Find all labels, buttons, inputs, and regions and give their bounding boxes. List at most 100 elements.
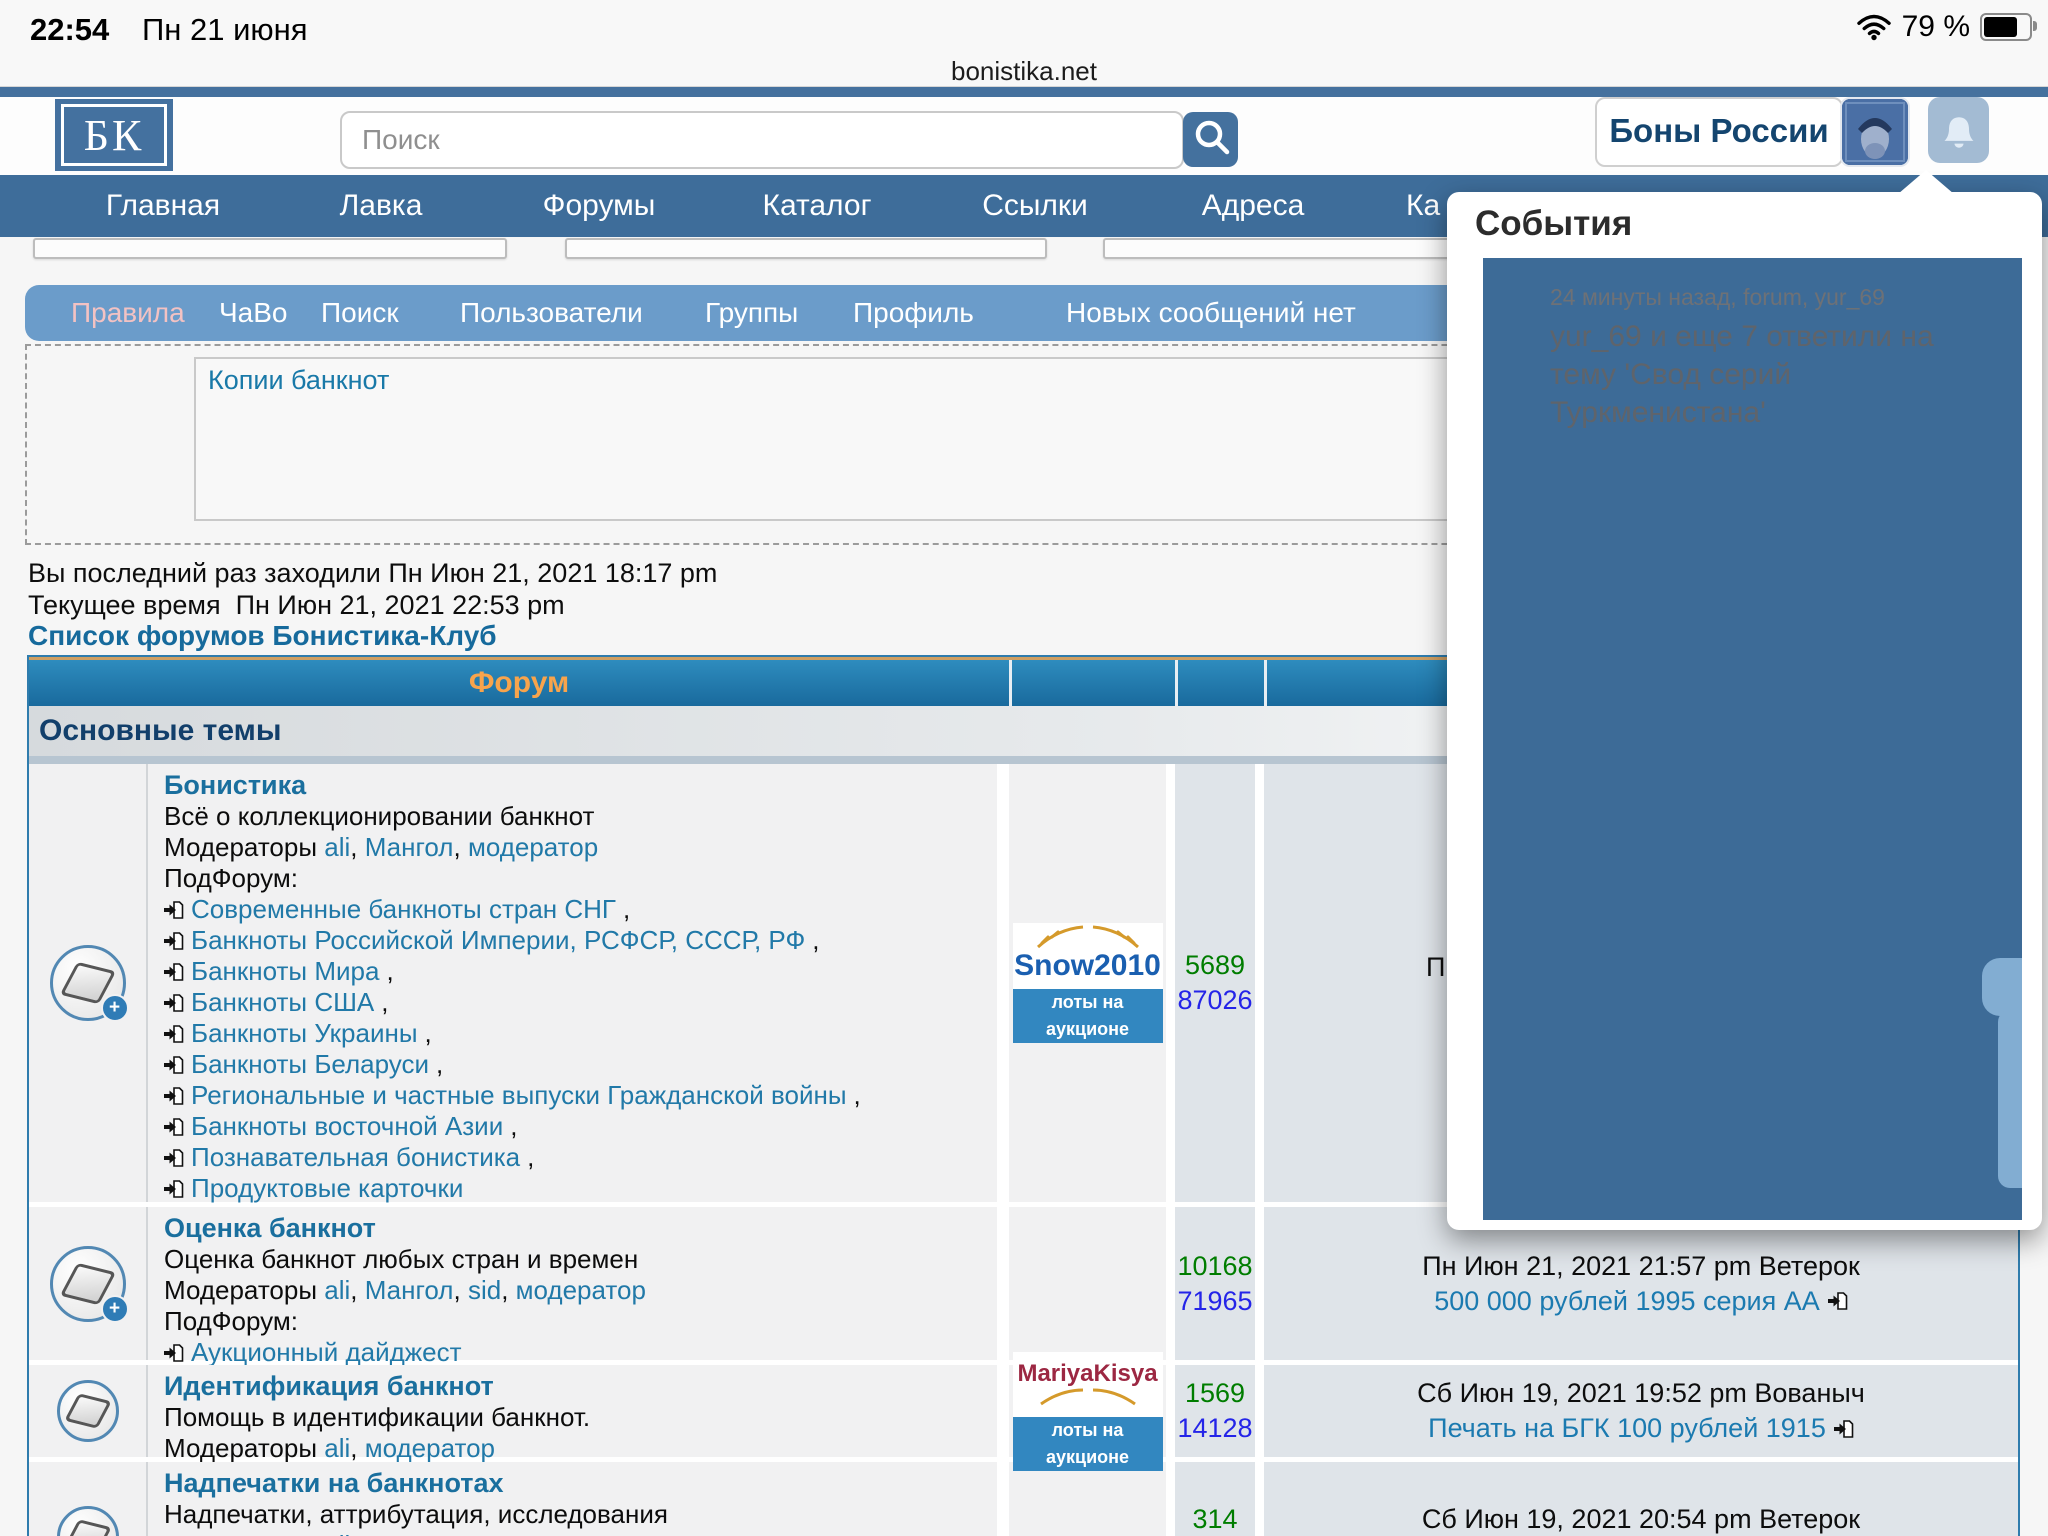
moderator-segment: Модераторы (164, 1275, 325, 1305)
ios-status-bar: 22:54 Пн 21 июня 79 % (0, 0, 2048, 56)
event-notification[interactable]: yur_69 и еще 7 ответили на тему 'Свод се… (1550, 320, 1934, 429)
forum-icon-column (29, 1365, 148, 1457)
forum-description: Всё о коллекционировании банкнот (164, 801, 595, 831)
forum-list-link[interactable]: Список форумов Бонистика-Клуб (28, 620, 497, 651)
subforum-list: Аукционный дайджест (164, 1337, 646, 1368)
last-post-cell: Пн Июн 21, 2021 21:57 pm Ветерок 500 000… (1264, 1207, 2018, 1360)
subforum-link[interactable]: Современные банкноты стран СНГ (191, 894, 616, 924)
subforum-link[interactable]: Банкноты США (191, 987, 375, 1017)
jump-to-page-icon (164, 962, 184, 981)
search-button[interactable] (1183, 112, 1238, 167)
subforum-link[interactable]: Банкноты Российской Империи, РСФСР, СССР… (191, 925, 806, 955)
subforum-item: Аукционный дайджест (164, 1337, 646, 1368)
nav-item[interactable]: Ссылки (982, 189, 1088, 222)
subnav-item-faq[interactable]: ЧаВо (219, 297, 288, 328)
subforum-separator: , (386, 956, 394, 986)
moderator-segment[interactable]: модератор (468, 1530, 598, 1536)
subforum-item: Банкноты Украины, (164, 1018, 861, 1049)
moderator-segment[interactable]: sid (467, 1275, 502, 1305)
moderator-segment: , (453, 1530, 467, 1536)
subforum-link[interactable]: Аукционный дайджест (191, 1337, 462, 1367)
popup-arrow (1898, 170, 1954, 194)
subforum-item: Познавательная бонистика, (164, 1142, 861, 1173)
announcement-link[interactable]: Копии банкнот (208, 365, 390, 395)
last-post-link[interactable]: 500 000 рублей 1995 серия АА (1434, 1284, 1848, 1319)
events-popup-title: События (1475, 204, 1633, 243)
section-strip (29, 756, 2018, 764)
moderator-segment[interactable]: Мангол (364, 1275, 454, 1305)
notifications-bell-button[interactable] (1928, 97, 1989, 163)
forum-title-link[interactable]: Оценка банкнот (164, 1213, 376, 1243)
moderator-segment: , (453, 1275, 468, 1305)
nav-item[interactable]: Лавка (339, 189, 423, 222)
subforum-separator: , (812, 925, 820, 955)
mariyakisya-ad-banner[interactable]: MariyaKisya лоты на аукционе (1012, 1351, 1163, 1471)
subnav-item-no-new-messages[interactable]: Новых сообщений нет (1066, 297, 1356, 328)
ad-title: MariyaKisya (1017, 1359, 1158, 1387)
nav-item[interactable]: Форумы (542, 189, 656, 222)
nav-item[interactable]: Каталог (762, 189, 872, 222)
subforum-item: Банкноты Мира, (164, 956, 861, 987)
subforum-link[interactable]: Банкноты Мира (191, 956, 380, 986)
subforum-link[interactable]: Познавательная бонистика (191, 1142, 521, 1172)
nav-item[interactable]: Главная (105, 189, 221, 222)
ad-caption: лоты на аукционе (1012, 989, 1163, 1043)
subforum-item: Продуктовые карточки (164, 1173, 861, 1204)
url-text[interactable]: bonistika.net (951, 56, 1097, 86)
forum-title-link[interactable]: Бонистика (164, 770, 307, 800)
nav-item[interactable]: Адреса (1201, 189, 1305, 222)
jump-to-page-icon (164, 1148, 184, 1167)
moderator-segment[interactable]: ali (324, 1275, 351, 1305)
forum-icon (56, 1380, 119, 1442)
subforum-item: Современные банкноты стран СНГ, (164, 894, 861, 925)
ad-title: Snow2010 (1014, 949, 1161, 982)
address-bar[interactable]: bonistika.net (0, 56, 2048, 87)
events-popup: События 24 минуты назад, forum, yur_69 y… (1447, 192, 2042, 1230)
subforum-item: Банкноты Российской Империи, РСФСР, СССР… (164, 925, 861, 956)
moderator-segment: , (350, 832, 365, 862)
banknote-thumbnail[interactable] (1840, 97, 1910, 167)
moderator-segment[interactable]: ali (324, 1433, 351, 1463)
scrollbar-thumb[interactable] (1998, 1010, 2022, 1188)
subnav-item-rules[interactable]: Правила (71, 297, 185, 328)
subforum-link[interactable]: Банкноты Беларуси (191, 1049, 430, 1079)
subforum-separator: , (436, 1049, 444, 1079)
battery-percent: 79 % (1901, 10, 1970, 43)
site-logo[interactable]: БК (55, 99, 173, 171)
bell-icon (1943, 117, 1974, 148)
subnav-item-groups[interactable]: Группы (705, 297, 799, 328)
last-post-meta: Пн Июн 21, 2021 21:57 pm Ветерок (1422, 1250, 1860, 1281)
subforum-link[interactable]: Банкноты восточной Азии (191, 1111, 504, 1141)
moderator-segment[interactable]: модератор (364, 1433, 496, 1463)
subforum-link[interactable]: Банкноты Украины (191, 1018, 418, 1048)
snow2010-ad-banner[interactable]: Snow2010 лоты на аукционе (1012, 923, 1163, 1043)
subnav-item-search[interactable]: Поиск (321, 297, 399, 328)
moderator-segment[interactable]: ali (324, 1530, 350, 1536)
laurel-icon (1036, 925, 1139, 949)
forum-title-link[interactable]: Надпечатки на банкнотах (164, 1468, 504, 1498)
forum-title-link[interactable]: Идентификация банкнот (164, 1371, 494, 1401)
events-popup-body: 24 минуты назад, forum, yur_69 yur_69 и … (1483, 258, 2022, 1220)
topics-posts-cell: 5689 87026 (1175, 764, 1255, 1202)
bony-rossii-button[interactable]: Боны России (1595, 97, 1843, 167)
moderator-segment[interactable]: модератор (467, 832, 599, 862)
moderator-segment[interactable]: Мангол (365, 1530, 454, 1536)
moderator-segment[interactable]: ali (324, 832, 351, 862)
subforum-item: Региональные и частные выпуски Гражданск… (164, 1080, 861, 1111)
last-post-link[interactable]: Печать на БГК 100 рублей 1915 (1428, 1411, 1854, 1446)
subnav-item-profile[interactable]: Профиль (853, 297, 974, 328)
subforum-label: ПодФорум: (164, 1306, 298, 1336)
jump-to-page-icon (164, 1086, 184, 1105)
moderator-segment[interactable]: модератор (515, 1275, 646, 1305)
moderator-segment[interactable]: Мангол (364, 832, 454, 862)
subforum-link[interactable]: Региональные и частные выпуски Гражданск… (191, 1080, 847, 1110)
subforum-link[interactable]: Продуктовые карточки (191, 1173, 464, 1203)
search-input[interactable] (340, 111, 1184, 169)
subnav-item-users[interactable]: Пользователи (460, 297, 643, 328)
nav-item[interactable]: Ка (1406, 189, 1441, 222)
jump-to-page-icon (164, 1024, 184, 1043)
scroll-indicator-top (1982, 958, 2022, 1016)
moderators-line: Модераторы ali, модератор (164, 1433, 590, 1464)
forum-icon-column (29, 1462, 148, 1536)
jump-to-page-icon (1833, 1419, 1854, 1438)
